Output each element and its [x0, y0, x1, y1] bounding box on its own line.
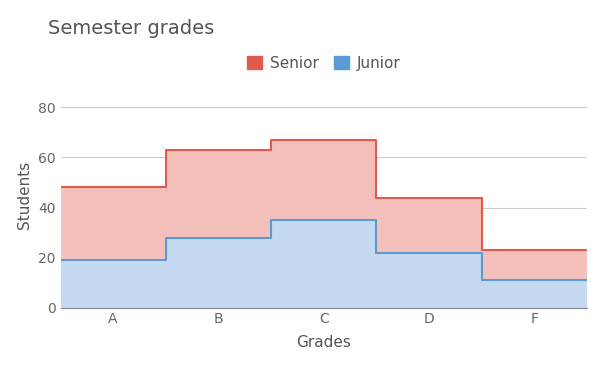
Y-axis label: Students: Students — [18, 161, 33, 229]
X-axis label: Grades: Grades — [296, 335, 351, 350]
Legend: Senior, Junior: Senior, Junior — [241, 50, 407, 77]
Text: Semester grades: Semester grades — [48, 19, 215, 38]
